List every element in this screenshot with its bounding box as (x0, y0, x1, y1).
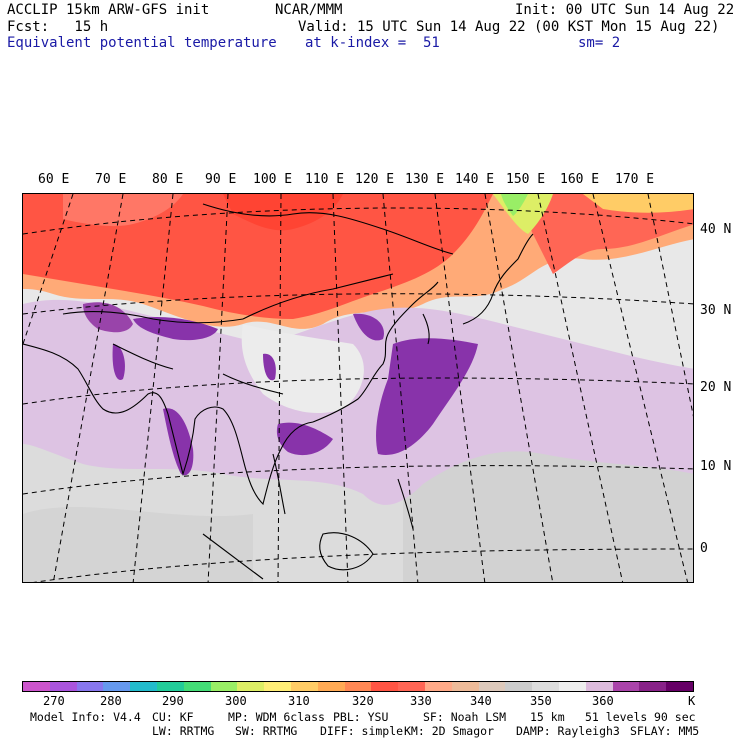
lat-label: 30 N (700, 303, 732, 318)
colorbar-swatch (183, 682, 211, 691)
lon-label: 90 E (205, 172, 237, 187)
colorbar-swatch (398, 682, 425, 691)
lon-label: 150 E (506, 172, 546, 187)
purple-patch (263, 353, 276, 381)
smoothing-label: sm= 2 (578, 35, 621, 51)
colorbar-swatch (558, 682, 586, 691)
colorbar-swatch (344, 682, 372, 691)
colorbar-swatch (103, 682, 131, 691)
footer-sflay: SFLAY: MM5 (630, 724, 700, 738)
lon-label: 160 E (560, 172, 600, 187)
lat-label: 10 N (700, 459, 732, 474)
colorbar-swatch (76, 682, 104, 691)
colorbar-swatch (264, 682, 291, 691)
organization-label: NCAR/MMM (275, 2, 343, 18)
colorbar-swatch (317, 682, 345, 691)
footer-cu: CU: KF (152, 710, 194, 724)
colorbar-tick: 310 (288, 694, 310, 708)
warm-core-west (23, 194, 493, 319)
colorbar-tick: 280 (100, 694, 122, 708)
colorbar-swatch (451, 682, 479, 691)
lon-label: 80 E (152, 172, 184, 187)
colorbar-swatch (666, 682, 693, 691)
vertical-level: at k-index = 51 (305, 35, 440, 51)
colorbar-swatch (639, 682, 667, 691)
purple-patch-scs (276, 422, 333, 456)
footer-resolution: 15 km (530, 710, 565, 724)
colorbar-tick: 330 (410, 694, 432, 708)
field-name: Equivalent potential temperature (7, 35, 277, 51)
colorbar-swatch (371, 682, 399, 691)
footer-levels: 51 levels (585, 710, 648, 724)
footer-pbl: PBL: YSU (333, 710, 389, 724)
cool-green-patch (501, 194, 528, 216)
lon-label: 110 E (305, 172, 345, 187)
purple-patch (112, 344, 125, 380)
graticule-latitudes (23, 207, 693, 582)
purple-patch (83, 302, 133, 333)
grey-patch (23, 506, 253, 582)
coastlines (23, 203, 534, 580)
lon-label: 120 E (355, 172, 395, 187)
map-panel (22, 193, 694, 583)
colorbar (22, 681, 694, 692)
lat-label: 0 (700, 541, 708, 556)
lat-label: 40 N (700, 222, 732, 237)
valid-time: Valid: 15 UTC Sun 14 Aug 22 (00 KST Mon … (298, 19, 720, 35)
colorbar-tick: 300 (225, 694, 247, 708)
warm-sub (63, 194, 183, 227)
colorbar-unit: K (688, 694, 696, 708)
footer-diff: DIFF: simple (320, 724, 404, 738)
colorbar-swatch (585, 682, 613, 691)
footer-sf: SF: Noah LSM (423, 710, 507, 724)
lat-label: 20 N (700, 380, 732, 395)
colorbar-swatch (505, 682, 533, 691)
colorbar-tick: 320 (352, 694, 374, 708)
lon-label: 140 E (455, 172, 495, 187)
lon-label: 70 E (95, 172, 127, 187)
lon-label: 60 E (38, 172, 70, 187)
footer-damp: DAMP: Rayleigh3 (516, 724, 620, 738)
colorbar-swatch (290, 682, 318, 691)
lon-label: 100 E (253, 172, 293, 187)
footer-timestep: 90 sec (654, 710, 696, 724)
warm-sub (223, 194, 343, 231)
footer-model-info: Model Info: V4.4 (30, 710, 141, 724)
colorbar-tick: 340 (470, 694, 492, 708)
colorbar-tick: 360 (592, 694, 614, 708)
colorbar-swatch (478, 682, 506, 691)
warm-core-east (523, 194, 693, 274)
colorbar-swatch (612, 682, 640, 691)
lon-label: 130 E (405, 172, 445, 187)
lon-label: 170 E (615, 172, 655, 187)
colorbar-swatch (424, 682, 452, 691)
footer-km: KM: 2D Smagor (404, 724, 495, 738)
footer-lw: LW: RRTMG (152, 724, 215, 738)
colorbar-swatch (237, 682, 265, 691)
graticule-longitudes (23, 194, 693, 582)
grey-patch (403, 433, 693, 582)
purple-patch (353, 313, 384, 341)
colorbar-tick: 270 (43, 694, 65, 708)
colorbar-tick: 290 (162, 694, 184, 708)
init-time: Init: 00 UTC Sun 14 Aug 22 (515, 2, 735, 18)
colorbar-tick: 350 (530, 694, 552, 708)
theta-e-field (23, 194, 693, 582)
footer-mp: MP: WDM 6class (228, 710, 325, 724)
colorbar-swatch (130, 682, 157, 691)
colorbar-swatch (156, 682, 184, 691)
purple-band-east (376, 338, 478, 455)
colorbar-swatch (23, 682, 50, 691)
forecast-hour: Fcst: 15 h (7, 19, 109, 35)
colorbar-swatch (49, 682, 77, 691)
model-title: ACCLIP 15km ARW-GFS init (7, 2, 210, 18)
footer-sw: SW: RRTMG (235, 724, 298, 738)
colorbar-swatch (532, 682, 559, 691)
yellow-patch (583, 194, 693, 213)
colorbar-swatch (210, 682, 238, 691)
